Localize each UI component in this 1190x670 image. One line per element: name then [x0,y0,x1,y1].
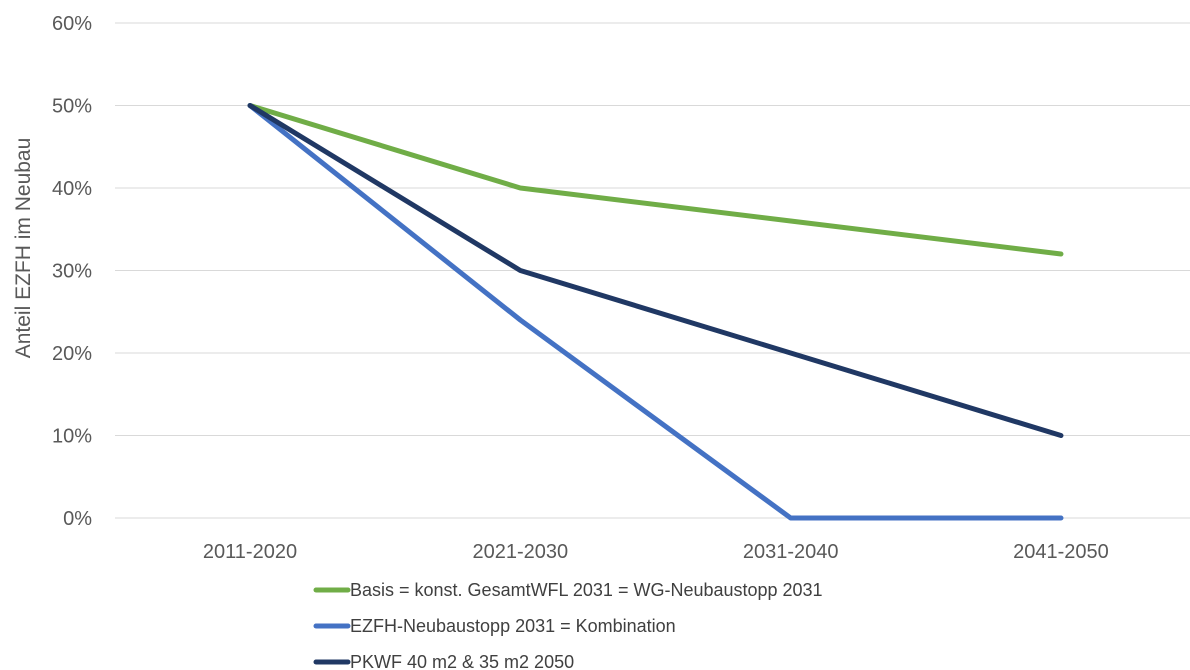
data-point [250,105,251,106]
x-tick-label: 2031-2040 [743,541,839,563]
y-tick-label: 30% [52,261,92,283]
legend-label: PKWF 40 m2 & 35 m2 2050 [350,652,574,670]
y-axis-ticks: 0% 10% 20% 30% 40% 50% 60% [52,13,92,530]
x-tick-label: 2041-2050 [1013,541,1109,563]
y-tick-label: 20% [52,343,92,365]
series-lines [250,105,1062,519]
data-point [790,221,791,222]
legend-label: EZFH-Neubaustopp 2031 = Kombination [350,616,676,636]
data-point [1060,254,1061,255]
data-point [790,353,791,354]
data-point [1060,435,1061,436]
data-point [790,518,791,519]
x-axis-ticks: 2011-2020 2021-2030 2031-2040 2041-2050 [203,541,1109,563]
y-tick-label: 40% [52,178,92,200]
data-point [1060,518,1061,519]
data-point [520,270,521,271]
data-point [520,320,521,321]
x-tick-label: 2021-2030 [473,541,569,563]
y-axis-label: Anteil EZFH im Neubau [12,138,35,359]
y-tick-label: 10% [52,426,92,448]
gridlines [115,23,1190,518]
legend-label: Basis = konst. GesamtWFL 2031 = WG-Neuba… [350,580,823,600]
y-tick-label: 0% [63,508,92,530]
y-tick-label: 50% [52,96,92,118]
x-tick-label: 2011-2020 [203,541,297,563]
y-tick-label: 60% [52,13,92,35]
legend: Basis = konst. GesamtWFL 2031 = WG-Neuba… [316,580,823,670]
data-point [520,188,521,189]
